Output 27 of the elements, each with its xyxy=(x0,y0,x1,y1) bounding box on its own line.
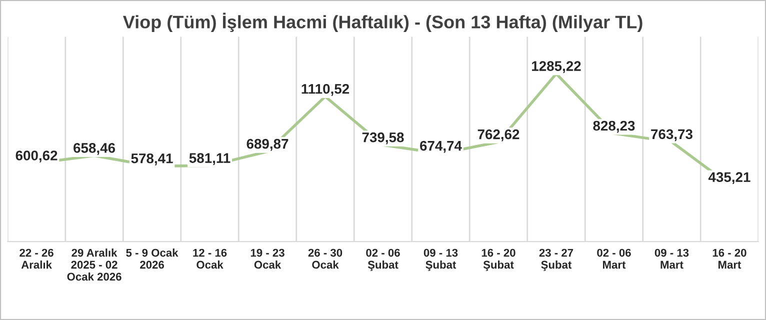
x-tick-label: 02 - 06 Mart xyxy=(597,248,631,269)
data-label: 658,46 xyxy=(74,143,116,155)
data-label: 762,62 xyxy=(478,129,520,142)
data-label: 739,58 xyxy=(362,132,404,144)
x-tick-label: 29 Aralık 2025 - 02 Ocak 2026 xyxy=(67,248,122,281)
data-label: 578,41 xyxy=(131,153,173,166)
data-label: 763,73 xyxy=(651,129,692,142)
x-tick-label: 09 - 13 Mart xyxy=(654,248,689,269)
x-tick-label: 23 - 27 Şubat xyxy=(539,248,574,271)
chart-title: Viop (Tüm) İşlem Hacmi (Haftalık) - (Son 13 Hafta) (Milyar TL) xyxy=(122,12,642,32)
data-label: 689,87 xyxy=(246,138,288,151)
x-tick-label: 16 - 20 Şubat xyxy=(482,248,516,271)
x-tick-label: 19 - 23 Ocak xyxy=(250,248,284,269)
x-tick-label: 12 - 16 Ocak xyxy=(193,248,227,269)
x-tick-label: 26 - 30 Ocak xyxy=(308,248,342,269)
data-label: 828,23 xyxy=(593,120,635,133)
x-tick-label: 16 - 20 Mart xyxy=(712,248,746,269)
x-tick-label: 02 - 06 Şubat xyxy=(366,248,400,271)
x-tick-label: 22 - 26 Aralık xyxy=(20,248,54,269)
data-label: 600,62 xyxy=(16,150,58,162)
data-label: 1285,22 xyxy=(532,61,581,73)
data-label: 674,74 xyxy=(420,140,462,153)
x-tick-label: 5 - 9 Ocak 2026 xyxy=(126,248,178,269)
data-label: 435,21 xyxy=(708,172,750,184)
x-tick-label: 09 - 13 Şubat xyxy=(424,248,458,271)
data-label: 1110,52 xyxy=(302,84,350,96)
data-label: 581,11 xyxy=(189,153,230,165)
